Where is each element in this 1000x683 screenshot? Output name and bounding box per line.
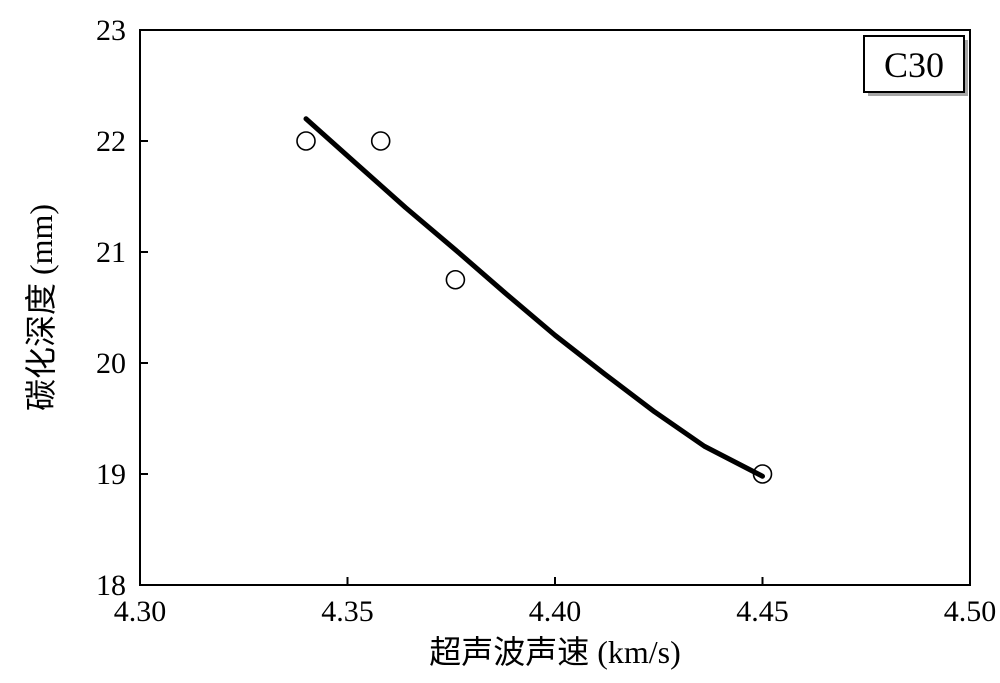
x-tick-label: 4.35 <box>321 595 374 628</box>
x-tick-label: 4.45 <box>736 595 789 628</box>
x-tick-label: 4.50 <box>944 595 997 628</box>
legend-label: C30 <box>884 45 944 85</box>
data-point <box>297 132 315 150</box>
y-tick-label: 18 <box>96 569 126 602</box>
scatter-line-chart: 4.304.354.404.454.50181920212223超声波声速 (k… <box>0 0 1000 683</box>
y-tick-label: 23 <box>96 14 126 47</box>
y-tick-label: 21 <box>96 236 126 269</box>
data-point <box>372 132 390 150</box>
x-axis-label: 超声波声速 (km/s) <box>429 634 681 670</box>
y-tick-label: 22 <box>96 125 126 158</box>
y-tick-label: 20 <box>96 347 126 380</box>
x-tick-label: 4.40 <box>529 595 582 628</box>
data-point <box>446 271 464 289</box>
chart-container: 4.304.354.404.454.50181920212223超声波声速 (k… <box>0 0 1000 683</box>
y-axis-label: 碳化深度 (mm) <box>23 204 59 411</box>
y-tick-label: 19 <box>96 458 126 491</box>
data-point <box>754 465 772 483</box>
